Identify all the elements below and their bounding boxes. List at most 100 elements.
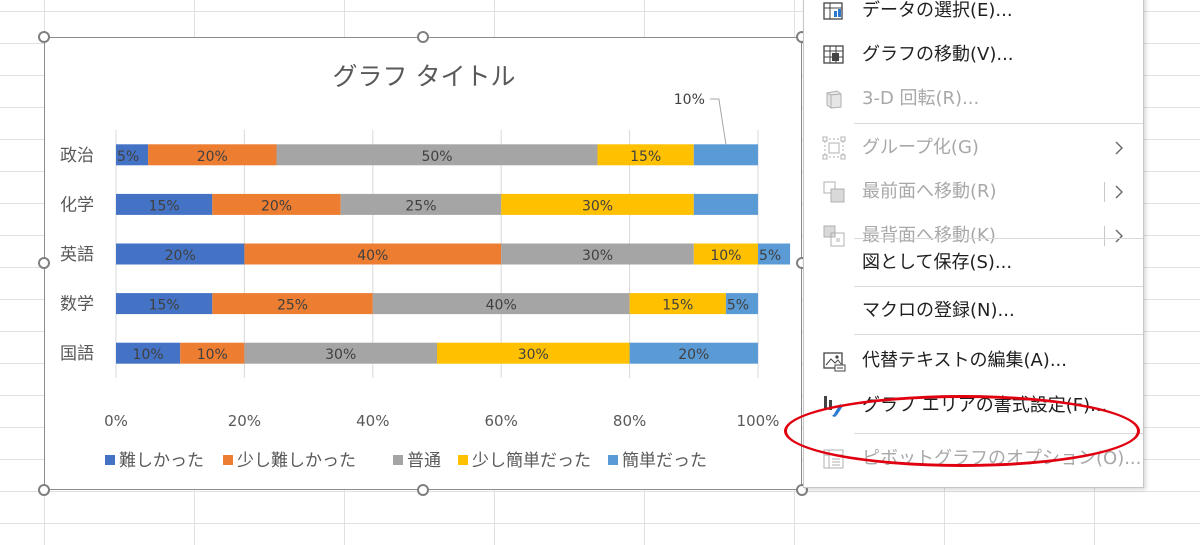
leader-line bbox=[709, 98, 727, 145]
bar-segment[interactable] bbox=[276, 144, 598, 166]
bar-segment[interactable] bbox=[244, 342, 437, 364]
menu-item-label: 最前面へ移動(R) bbox=[862, 181, 997, 202]
group-icon bbox=[822, 136, 846, 160]
legend-swatch bbox=[458, 455, 468, 465]
bar-segment[interactable] bbox=[629, 342, 758, 364]
bar-segment[interactable] bbox=[758, 243, 791, 265]
data-label: 30% bbox=[518, 347, 549, 363]
legend-swatch bbox=[608, 455, 618, 465]
bar-segment[interactable] bbox=[437, 342, 630, 364]
menu-item-move-chart[interactable]: グラフの移動(V)... bbox=[804, 33, 1143, 77]
bar-segment[interactable] bbox=[116, 342, 181, 364]
menu-item-assign-macro[interactable]: マクロの登録(N)... bbox=[804, 289, 1143, 333]
chevron-right-icon[interactable] bbox=[1109, 182, 1129, 202]
legend-entry[interactable]: 難しかった bbox=[119, 451, 204, 471]
x-tick-label: 0% bbox=[104, 412, 128, 430]
menu-item-select-data[interactable]: データの選択(E)... bbox=[804, 0, 1143, 33]
bar-segment[interactable] bbox=[693, 144, 758, 166]
legend-swatch bbox=[105, 455, 115, 465]
menu-divider bbox=[854, 433, 1143, 434]
bar-segment[interactable] bbox=[340, 193, 502, 215]
legend-entry[interactable]: 少し簡単だった bbox=[472, 451, 591, 471]
category-label: 英語 bbox=[60, 245, 94, 265]
bar-chart[interactable]: グラフ タイトル 0% 20% 40% 60% 80% 100% 政治 5% 20% 50% 15% 化… bbox=[45, 38, 803, 491]
x-tick-label: 100% bbox=[737, 412, 780, 430]
data-label: 20% bbox=[197, 149, 228, 165]
bar-segment[interactable] bbox=[116, 193, 213, 215]
category-label: 政治 bbox=[60, 146, 94, 166]
send-to-back-icon bbox=[822, 224, 846, 248]
menu-divider bbox=[854, 123, 1143, 124]
bar-segment[interactable] bbox=[501, 243, 694, 265]
legend-swatch bbox=[223, 455, 233, 465]
chevron-right-icon bbox=[1109, 138, 1129, 158]
x-tick-label: 60% bbox=[485, 412, 518, 430]
menu-item-pivot-chart-options[interactable]: ピボットグラフのオプション(O)... bbox=[804, 437, 1143, 481]
bar-segment[interactable] bbox=[212, 293, 373, 315]
chart-title[interactable]: グラフ タイトル bbox=[333, 62, 516, 91]
data-label: 15% bbox=[149, 198, 180, 214]
alt-text-icon bbox=[822, 349, 846, 373]
category-label: 国語 bbox=[60, 344, 94, 364]
menu-item-label: マクロの登録(N)... bbox=[862, 300, 1015, 321]
menu-divider bbox=[854, 334, 1143, 335]
resize-handle-top-center[interactable] bbox=[417, 31, 429, 43]
bar-segment[interactable] bbox=[372, 293, 630, 315]
bar-segment[interactable] bbox=[116, 243, 245, 265]
data-label: 10% bbox=[133, 347, 164, 363]
bar-segment[interactable] bbox=[597, 144, 694, 166]
bar-segment[interactable] bbox=[116, 293, 213, 315]
data-label: 40% bbox=[357, 248, 388, 264]
bar-segment[interactable] bbox=[725, 293, 758, 315]
menu-item-group[interactable]: グループ化(G) bbox=[804, 126, 1143, 170]
data-label: 20% bbox=[165, 248, 196, 264]
select-data-icon bbox=[822, 0, 846, 23]
chart-area[interactable]: グラフ タイトル 0% 20% 40% 60% 80% 100% 政治 5% 20% 50% 15% 化… bbox=[44, 37, 802, 490]
bar-segment[interactable] bbox=[693, 193, 758, 215]
menu-item-label: ピボットグラフのオプション(O)... bbox=[862, 448, 1142, 469]
format-chart-area-icon bbox=[822, 394, 846, 418]
legend-entry[interactable]: 少し難しかった bbox=[237, 451, 356, 471]
bar-segment[interactable] bbox=[501, 193, 694, 215]
chevron-right-icon[interactable] bbox=[1109, 226, 1129, 246]
bar-segment[interactable] bbox=[148, 144, 277, 166]
legend-entry[interactable]: 簡単だった bbox=[622, 451, 707, 471]
data-label: 20% bbox=[678, 347, 709, 363]
menu-item-format-chart-area[interactable]: グラフ エリアの書式設定(F)... bbox=[804, 384, 1143, 428]
category-label: 化学 bbox=[60, 195, 94, 215]
bar-segment[interactable] bbox=[116, 144, 149, 166]
move-chart-icon bbox=[822, 43, 846, 67]
menu-item-bring-to-front[interactable]: 最前面へ移動(R) bbox=[804, 170, 1143, 214]
resize-handle-top-left[interactable] bbox=[38, 31, 50, 43]
legend-swatch bbox=[393, 455, 403, 465]
data-label[interactable]: 10% bbox=[674, 92, 705, 108]
pivot-chart-options-icon bbox=[822, 447, 846, 471]
menu-item-label: 代替テキストの編集(A)... bbox=[862, 350, 1067, 371]
bar-segment[interactable] bbox=[212, 193, 341, 215]
menu-item-label: 3-D 回転(R)... bbox=[862, 88, 980, 109]
menu-item-save-as-picture[interactable]: 図として保存(S)... bbox=[804, 241, 1143, 285]
data-label: 40% bbox=[486, 298, 517, 314]
menu-divider bbox=[854, 286, 1143, 287]
menu-item-label: グループ化(G) bbox=[862, 137, 979, 158]
x-tick-label: 80% bbox=[613, 412, 646, 430]
bar-segment[interactable] bbox=[180, 342, 245, 364]
menu-item-send-to-back[interactable]: 最背面へ移動(K) bbox=[804, 214, 1143, 258]
menu-item-label: 図として保存(S)... bbox=[862, 252, 1013, 273]
bar-segment[interactable] bbox=[693, 243, 758, 265]
menu-item-label: データの選択(E)... bbox=[862, 0, 1013, 21]
data-label: 50% bbox=[421, 149, 452, 165]
legend-entry[interactable]: 普通 bbox=[407, 451, 441, 471]
resize-handle-bottom-center[interactable] bbox=[417, 484, 429, 496]
bar-segment[interactable] bbox=[629, 293, 726, 315]
resize-handle-middle-left[interactable] bbox=[38, 257, 50, 269]
bar-segment[interactable] bbox=[244, 243, 502, 265]
resize-handle-bottom-left[interactable] bbox=[38, 484, 50, 496]
menu-item-edit-alt-text[interactable]: 代替テキストの編集(A)... bbox=[804, 339, 1143, 383]
menu-divider bbox=[854, 238, 1143, 239]
split-divider bbox=[1104, 226, 1105, 246]
menu-item-3d-rotation[interactable]: 3-D 回転(R)... bbox=[804, 77, 1143, 121]
split-divider bbox=[1104, 182, 1105, 202]
data-label: 5% bbox=[759, 248, 781, 264]
data-label: 20% bbox=[261, 198, 292, 214]
